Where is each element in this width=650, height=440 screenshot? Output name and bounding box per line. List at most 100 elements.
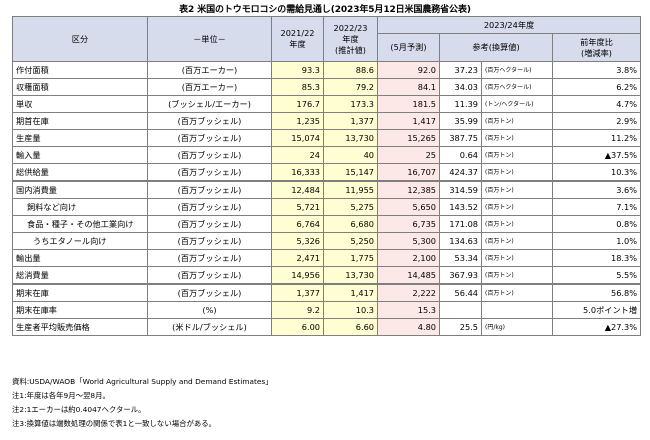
reference-value: 387.75 [439, 129, 482, 147]
unit-cell: (百万ブッシェル) [147, 232, 272, 250]
change-rate: 11.2% [551, 129, 642, 147]
change-rate: 3.8% [551, 61, 642, 79]
item-cell: 総消費量 [12, 266, 148, 285]
table-row: 食品・種子・その他工業向け (百万ブッシェル) 6,764 6,680 6,735 171… [12, 215, 642, 233]
value-2021-22: 9.2 [271, 301, 324, 319]
note-3: 注3:換算値は端数処理の関係で表1と一致しない場合がある。 [12, 419, 217, 428]
change-rate: 5.0ポイント増 [551, 301, 642, 319]
item-cell: 単収 [12, 95, 148, 113]
table-row: 単収 (ブッシェル/エーカー) 176.7 173.3 181.5 11.39 (トン/ヘク… [12, 95, 642, 113]
value-2021-22: 1,235 [271, 112, 324, 130]
value-2022-23: 1,377 [323, 112, 378, 130]
reference-value: 367.93 [439, 266, 482, 285]
value-2022-23: 13,730 [323, 129, 378, 147]
item-cell: 輸入量 [12, 146, 148, 164]
value-2022-23: 1,775 [323, 249, 378, 267]
reference-unit: (円/kg) [481, 318, 553, 336]
value-2021-22: 16,333 [271, 163, 324, 182]
value-2023-24-forecast: 25 [377, 146, 440, 164]
change-rate: ▲37.5% [551, 146, 642, 164]
header-2021-22: 2021/22 年度 [271, 16, 324, 62]
table-title: 表2 米国のトウモロコシの需給見通し(2023年5月12日米国農務省公表) [179, 5, 471, 15]
value-2022-23: 173.3 [323, 95, 378, 113]
header-reference: 参考(換算値) [439, 33, 553, 62]
item-cell: 生産量 [12, 129, 148, 147]
value-2023-24-forecast: 15.3 [377, 301, 440, 319]
item-cell: 食品・種子・その他工業向け [12, 215, 148, 233]
table-row: 輸入量 (百万ブッシェル) 24 40 25 0.64 (百万トン) ▲37.5% [12, 146, 642, 164]
value-2023-24-forecast: 181.5 [377, 95, 440, 113]
notes: 資料:USDA/WAOB「World Agricultural Supply a… [12, 375, 273, 431]
item-cell: 生産者平均販売価格 [12, 318, 148, 336]
value-2021-22: 85.3 [271, 78, 324, 96]
item-cell: 作付面積 [12, 61, 148, 79]
unit-cell: (百万ブッシェル) [147, 215, 272, 233]
unit-cell: (百万ブッシェル) [147, 249, 272, 267]
change-rate: 4.7% [551, 95, 642, 113]
table-row: うちエタノール向け (百万ブッシェル) 5,326 5,250 5,300 134.63(… [12, 232, 642, 250]
value-2022-23: 1,417 [323, 283, 378, 302]
change-rate: 5.5% [551, 266, 642, 285]
unit-cell: (百万ブッシェル) [147, 198, 272, 216]
item-cell: うちエタノール向け [12, 232, 148, 250]
source-note: 資料:USDA/WAOB「World Agricultural Supply a… [12, 377, 273, 386]
table-row: 収穫面積 (百万エーカー) 85.3 79.2 84.1 34.03 (百万ヘクタール) 6.… [12, 78, 642, 96]
table-row: 飼料など向け (百万ブッシェル) 5,721 5,275 5,650 143.52 (百万ト… [12, 198, 642, 216]
reference-unit: (百万トン) [481, 163, 553, 182]
unit-cell: (%) [147, 301, 272, 319]
value-2022-23: 13,730 [323, 266, 378, 285]
value-2021-22: 176.7 [271, 95, 324, 113]
header-item: 区分 [12, 16, 148, 62]
reference-unit: (百万トン) [481, 198, 553, 216]
item-cell: 期末在庫率 [12, 301, 148, 319]
table-row: 期末在庫率 (%) 9.2 10.3 15.3 5.0ポイント増 [12, 301, 642, 319]
reference-value: 53.34 [439, 249, 482, 267]
value-2023-24-forecast: 84.1 [377, 78, 440, 96]
item-cell: 期首在庫 [12, 112, 148, 130]
unit-cell: (百万ブッシェル) [147, 146, 272, 164]
unit-cell: (百万ブッシェル) [147, 163, 272, 182]
table-row: 作付面積 (百万エーカー) 93.3 88.6 92.0 37.23 (百万ヘクタール) 3.… [12, 61, 642, 79]
reference-unit: (百万トン) [481, 283, 553, 302]
change-rate: 6.2% [551, 78, 642, 96]
value-2023-24-forecast: 92.0 [377, 61, 440, 79]
supply-demand-table: 区分 －単位－ 2021/22 年度 2022/23 年度 (推計値) 2023/24… [12, 16, 642, 336]
value-2021-22: 2,471 [271, 249, 324, 267]
reference-unit: (百万トン) [481, 249, 553, 267]
reference-value: 0.64 [439, 146, 482, 164]
reference-unit: (百万ヘクタール) [481, 61, 553, 79]
reference-unit [481, 301, 553, 319]
value-2023-24-forecast: 15,265 [377, 129, 440, 147]
reference-value [439, 301, 482, 319]
table-row: 期首在庫 (百万ブッシェル) 1,235 1,377 1,417 35.99 (百万トン) 2… [12, 112, 642, 130]
value-2022-23: 6,680 [323, 215, 378, 233]
unit-cell: (百万ブッシェル) [147, 112, 272, 130]
value-2021-22: 5,721 [271, 198, 324, 216]
value-2023-24-forecast: 5,650 [377, 198, 440, 216]
table-row: 生産者平均販売価格 (米ドル/ブッシェル) 6.00 6.60 4.80 25.5 (円/k… [12, 318, 642, 336]
value-2021-22: 93.3 [271, 61, 324, 79]
value-2022-23: 6.60 [323, 318, 378, 336]
value-2023-24-forecast: 12,385 [377, 180, 440, 199]
table-row: 総消費量 (百万ブッシェル) 14,956 13,730 14,485 367.93 (百万… [12, 266, 642, 285]
unit-cell: (百万エーカー) [147, 78, 272, 96]
reference-value: 314.59 [439, 180, 482, 199]
reference-value: 35.99 [439, 112, 482, 130]
reference-unit: (百万トン) [481, 146, 553, 164]
reference-value: 37.23 [439, 61, 482, 79]
reference-unit: (百万トン) [481, 129, 553, 147]
change-rate: 56.8% [551, 283, 642, 302]
reference-value: 134.63 [439, 232, 482, 250]
unit-cell: (百万ブッシェル) [147, 283, 272, 302]
table-body: 作付面積 (百万エーカー) 93.3 88.6 92.0 37.23 (百万ヘクタール) 3.… [12, 61, 642, 336]
table-row: 輸出量 (百万ブッシェル) 2,471 1,775 2,100 53.34 (百万トン) 18… [12, 249, 642, 267]
value-2023-24-forecast: 6,735 [377, 215, 440, 233]
table-row: 国内消費量 (百万ブッシェル) 12,484 11,955 12,385 314.59 (百… [12, 180, 642, 199]
value-2021-22: 24 [271, 146, 324, 164]
item-cell: 飼料など向け [12, 198, 148, 216]
value-2022-23: 10.3 [323, 301, 378, 319]
value-2021-22: 12,484 [271, 180, 324, 199]
change-rate: 18.3% [551, 249, 642, 267]
header-unit: －単位－ [147, 16, 272, 62]
